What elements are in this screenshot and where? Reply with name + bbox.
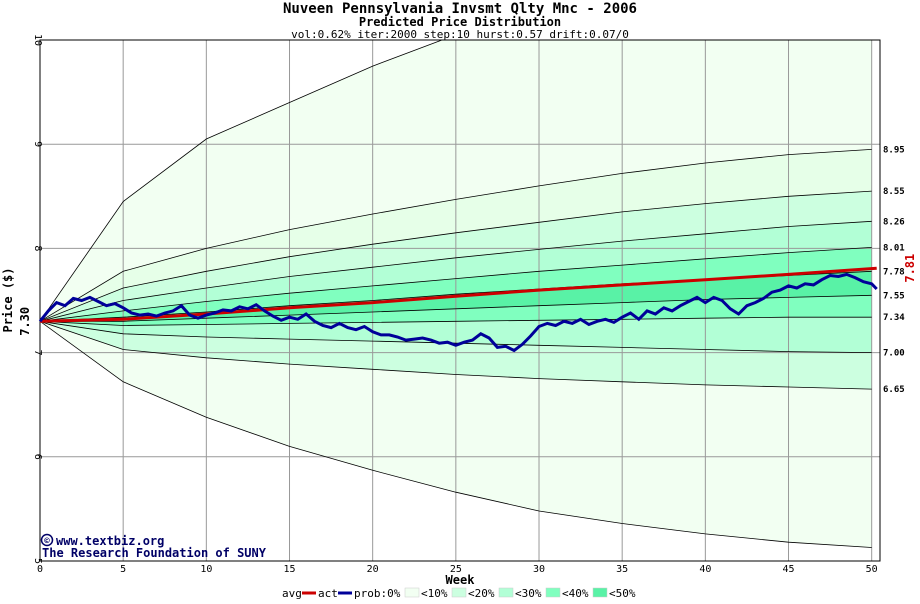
y-tick-label: 7 [32,350,43,356]
actual-series-line [38,272,878,353]
x-axis-ticks: 0 5 10 15 20 25 30 35 40 45 50 [37,564,878,575]
last-actual-price-label: 7.81 [903,254,917,283]
band-boundary-p20_lower [40,320,872,390]
copyright-icon [40,533,54,547]
legend-avg-label: avg [282,587,302,600]
right-axis-label: 6.65 [883,385,905,395]
legend-prob-label: prob:0% [354,587,401,600]
x-tick-label: 20 [367,564,379,575]
right-axis-label: 8.26 [883,217,905,227]
legend-band10-swatch [451,587,467,598]
x-tick-label: 10 [200,564,212,575]
legend-band20-swatch [498,587,514,598]
legend-band0-swatch [404,587,420,598]
x-tick-label: 30 [533,564,545,575]
legend-band10-label: <10% [421,587,448,600]
right-axis-label: 7.55 [883,291,905,301]
right-axis-label: 8.01 [883,243,905,253]
y-axis-ticks: 5 6 7 8 9 10 [32,34,43,564]
x-tick-label: 35 [616,564,628,575]
credit: © www.textbiz.org The Research Foundatio… [40,533,267,560]
x-tick-label: 15 [283,564,295,575]
band-boundary-p0_lower [40,320,872,548]
y-tick-label: 9 [32,141,43,147]
x-tick-label: 45 [782,564,794,575]
chart-params: vol:0.62% iter:2000 step:10 hurst:0.57 d… [291,28,629,41]
band-boundary-p10_upper [40,149,872,322]
avg-series-line [39,266,877,323]
right-axis-label: 8.55 [883,187,905,197]
y-tick-label: 10 [32,34,43,46]
band-boundary-p20_upper [40,190,872,322]
right-axis-label: 8.95 [883,145,905,155]
band-p10-upper [40,149,872,322]
x-tick-label: 40 [699,564,711,575]
y-tick-label: 5 [32,558,43,564]
right-axis-labels: 8.95 8.55 8.26 8.01 7.78 7.55 7.34 7.00 6.65 [883,145,905,395]
band-boundary-p30_lower [40,320,872,353]
plot-frame [39,39,881,562]
legend-band30-swatch [545,587,561,598]
copyright-symbol: © [44,537,50,547]
right-axis-label: 7.34 [883,313,905,323]
x-tick-label: 50 [866,564,878,575]
right-axis-label: 7.00 [883,349,905,359]
legend-band50-label: <50% [609,587,636,600]
chart-title: Nuveen Pennsylvania Invsmt Qlty Mnc - 20… [283,1,637,17]
credit-url: www.textbiz.org [56,534,164,548]
legend: avg act prob:0% <10% <20% <30% <40% <50% [282,587,636,600]
x-axis-label: Week [446,573,476,587]
legend-band20-label: <20% [468,587,495,600]
legend-band40-label: <40% [562,587,589,600]
band-boundary-p40_lower [40,316,872,326]
x-tick-label: 5 [120,564,126,575]
right-axis-label: 7.78 [883,267,905,277]
credit-org: The Research Foundation of SUNY [42,546,267,560]
start-price-label: 7.30 [18,307,32,336]
y-tick-label: 6 [32,454,43,460]
band-boundary-p50_lower [40,294,872,322]
band-boundary-p30_upper [40,220,872,322]
legend-band30-label: <30% [515,587,542,600]
band-boundary-p0_upper [40,40,444,322]
legend-act-label: act [318,587,338,600]
chart-subtitle: Predicted Price Distribution [359,15,561,29]
x-tick-label: 0 [37,564,43,575]
band-boundaries [40,40,872,548]
y-tick-label: 8 [32,245,43,251]
x-tick-label: 25 [450,564,462,575]
legend-band40-swatch [592,587,608,598]
y-axis-label: Price ($) [1,267,15,332]
band-boundary-p40_upper [40,247,872,322]
